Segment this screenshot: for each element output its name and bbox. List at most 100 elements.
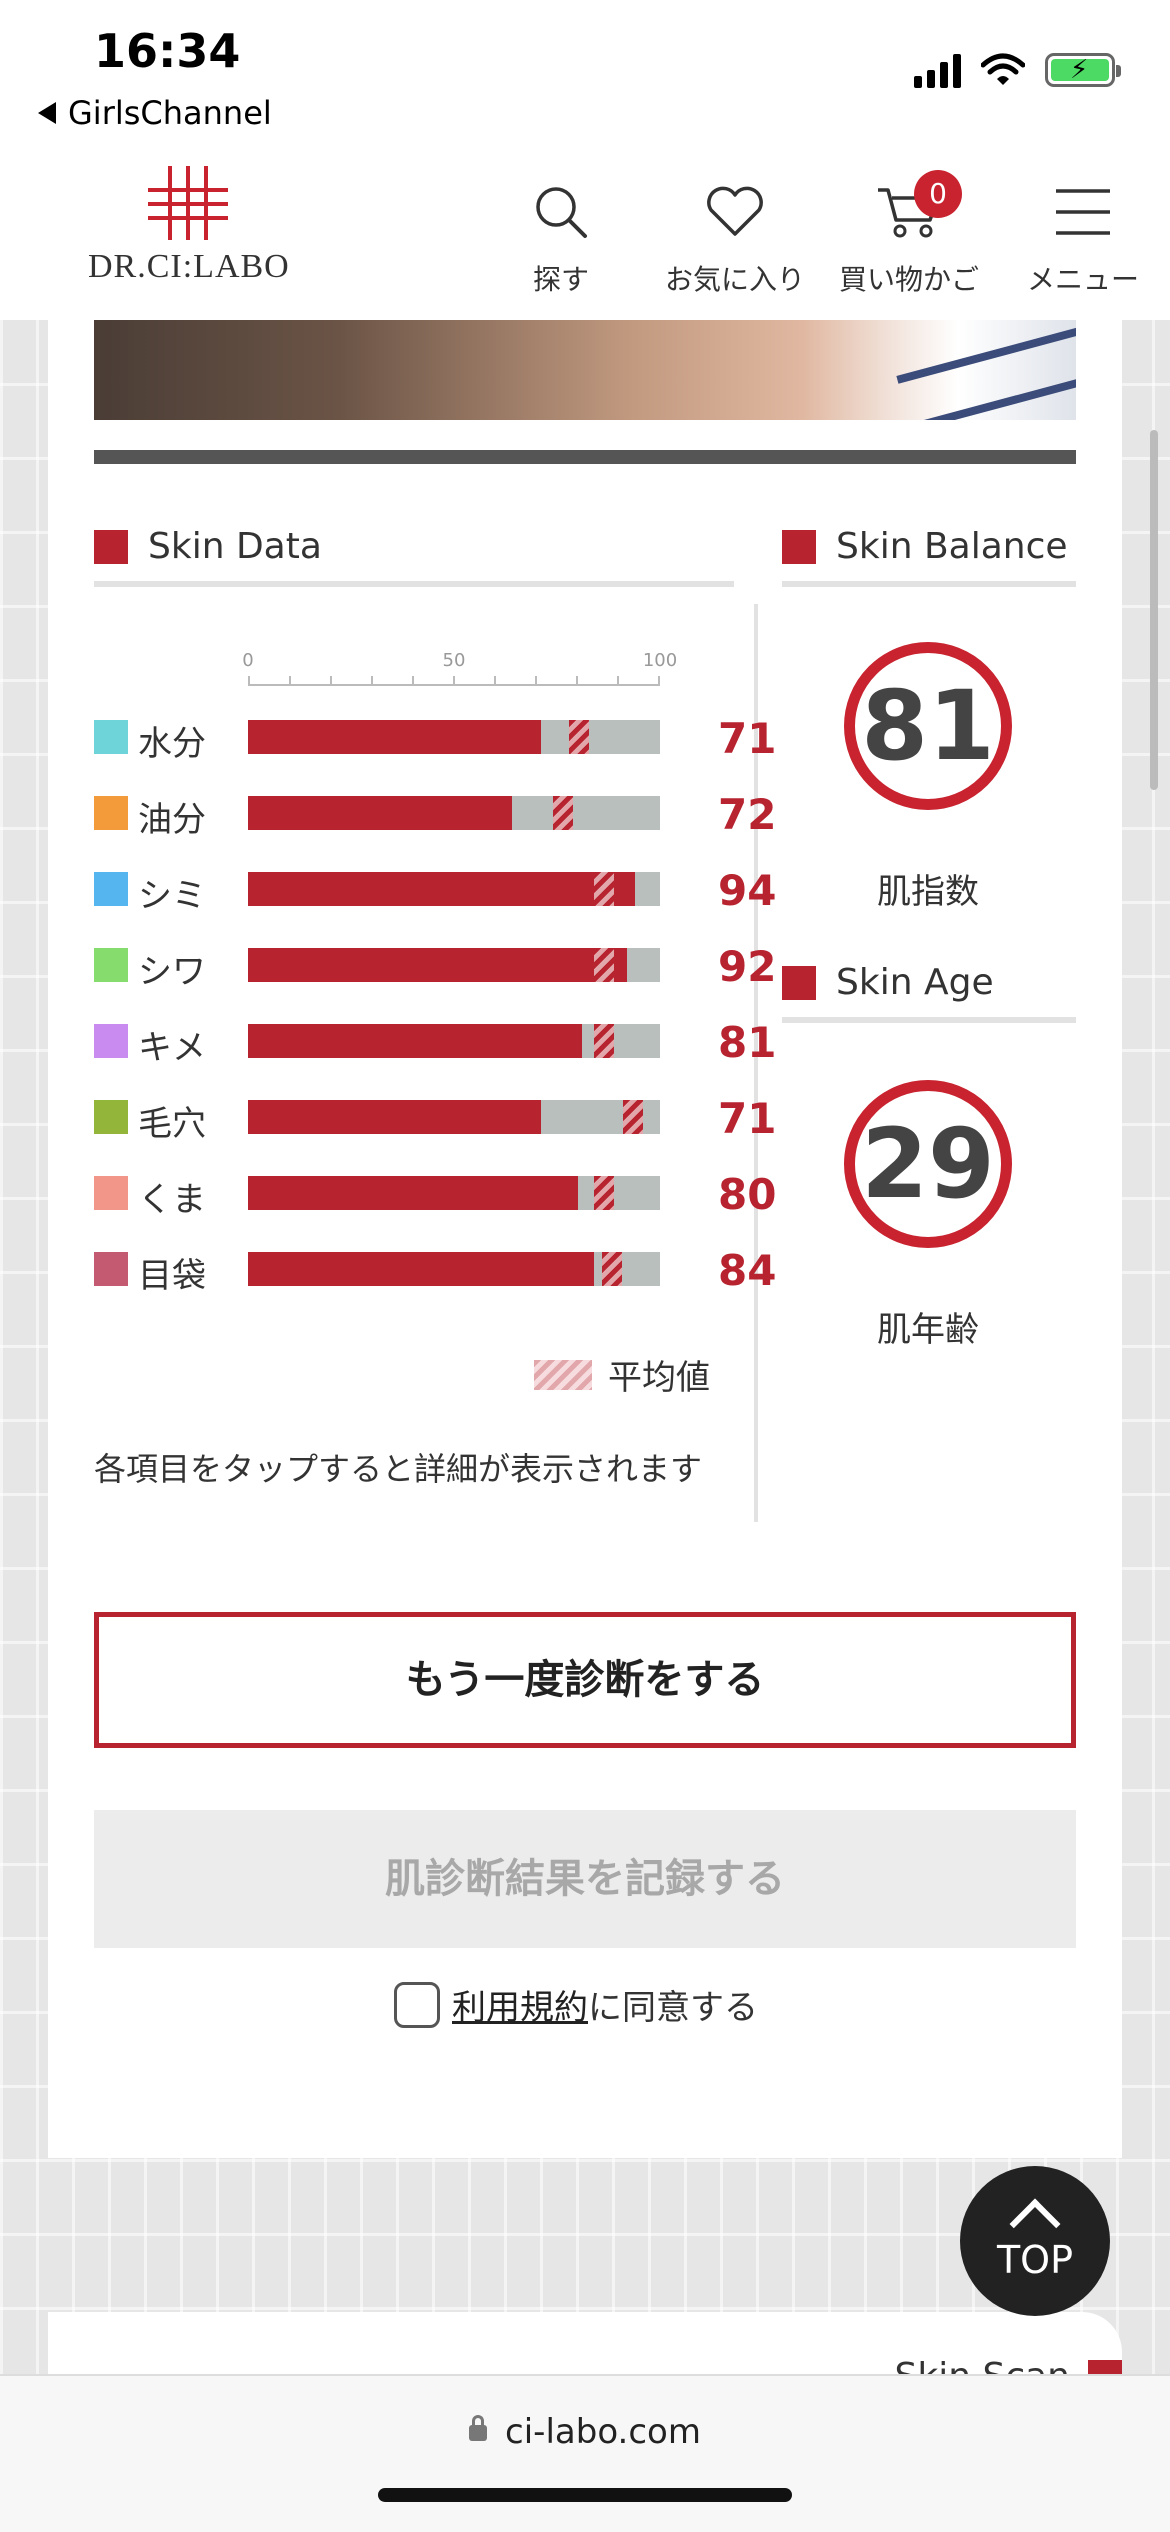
metric-row[interactable]: 毛穴 71 (94, 1094, 776, 1144)
terms-agreement: 利用規約に同意する (394, 1980, 758, 2029)
nav-menu[interactable]: メニュー (996, 178, 1170, 298)
metric-score-bar (248, 872, 636, 906)
average-legend-swatch (534, 1359, 592, 1390)
skin-balance-heading: Skin Balance (782, 526, 1076, 587)
scale-tick-label: 0 (242, 650, 254, 671)
metric-score-bar (248, 796, 512, 830)
metric-bar-track (248, 720, 660, 754)
metric-value: 92 (718, 942, 777, 991)
metric-value: 94 (718, 866, 777, 915)
nav-cart-label: 買い物かご (838, 263, 979, 296)
nav-search[interactable]: 探す (474, 178, 648, 298)
terms-link[interactable]: 利用規約 (452, 1988, 588, 2028)
skin-balance-score: 81 (844, 642, 1012, 810)
metric-label: 毛穴 (138, 1104, 206, 1144)
back-to-app-link[interactable]: GirlsChannel (38, 94, 272, 132)
scale-tick-label: 50 (442, 650, 466, 671)
tap-hint-text: 各項目をタップすると詳細が表示されます (94, 1450, 703, 1488)
metric-row[interactable]: シミ 94 (94, 866, 776, 916)
metric-color-swatch (94, 1024, 128, 1058)
logo-text: DR.CI:LABO (88, 248, 290, 285)
metric-row[interactable]: シワ 92 (94, 942, 776, 992)
heading-marker-icon (782, 529, 816, 564)
metric-score-bar (248, 1024, 582, 1058)
metric-row[interactable]: キメ 81 (94, 1018, 776, 1068)
retry-diagnosis-button[interactable]: もう一度診断をする (94, 1612, 1076, 1748)
browser-url-bar[interactable]: ci-labo.com (0, 2374, 1170, 2532)
metric-bar-track (248, 796, 660, 830)
metric-average-marker (569, 720, 590, 754)
nav-search-label: 探す (532, 263, 589, 296)
terms-suffix: に同意する (588, 1988, 758, 2028)
status-time: 16:34 (94, 24, 241, 78)
metric-value: 71 (718, 1094, 777, 1143)
heart-icon (648, 178, 822, 246)
scrollbar[interactable] (1150, 430, 1158, 790)
record-result-button[interactable]: 肌診断結果を記録する (94, 1810, 1076, 1948)
cellular-signal-icon (914, 52, 961, 88)
skin-data-heading: Skin Data (94, 526, 734, 587)
nav-menu-label: メニュー (1026, 263, 1139, 296)
scale-tick-label: 100 (642, 650, 678, 671)
home-indicator[interactable] (378, 2488, 792, 2502)
metric-bar-track (248, 1100, 660, 1134)
lock-icon (469, 2415, 488, 2441)
metric-average-marker (594, 1176, 615, 1210)
metric-average-marker (552, 796, 573, 830)
metric-average-marker (594, 1024, 615, 1058)
header-nav: 探す お気に入り 0 買い物かご メニュー (474, 170, 1170, 298)
metric-bar-track (248, 1252, 660, 1286)
metric-row[interactable]: 水分 71 (94, 714, 776, 764)
skin-age-heading: Skin Age (782, 962, 1076, 1023)
metric-label: 目袋 (138, 1256, 206, 1296)
metric-label: シワ (138, 952, 206, 992)
metric-score-bar (248, 948, 628, 982)
metric-bar-track (248, 1024, 660, 1058)
metric-color-swatch (94, 872, 128, 906)
skin-balance-heading-text: Skin Balance (836, 526, 1068, 567)
metric-row[interactable]: くま 80 (94, 1170, 776, 1220)
skin-data-heading-text: Skin Data (148, 526, 322, 567)
heading-marker-icon (782, 965, 816, 1000)
metric-label: 油分 (138, 800, 206, 840)
metric-label: くま (138, 1180, 206, 1220)
metric-score-bar (248, 1100, 541, 1134)
metric-label: 水分 (138, 724, 206, 764)
url-text: ci-labo.com (505, 2412, 701, 2452)
metric-row[interactable]: 目袋 84 (94, 1246, 776, 1296)
nav-cart[interactable]: 0 買い物かご (822, 170, 996, 298)
metric-bar-track (248, 872, 660, 906)
metric-bar-track (248, 948, 660, 982)
terms-checkbox[interactable] (394, 1981, 440, 2028)
nav-favorites[interactable]: お気に入り (648, 178, 822, 298)
metric-value: 72 (718, 790, 777, 839)
skin-age-label: 肌年齢 (877, 1310, 979, 1350)
search-icon (474, 178, 648, 246)
metric-bar-track (248, 1176, 660, 1210)
metric-value: 71 (718, 714, 777, 763)
skin-age-heading-text: Skin Age (836, 962, 994, 1003)
scroll-to-top-button[interactable]: TOP (960, 2166, 1110, 2316)
diagnosis-result-card: Skin Data Skin Balance 0 50 100 水分 71 油分… (48, 320, 1122, 2158)
metric-average-marker (594, 948, 615, 982)
score-scale: 0 50 100 (242, 650, 677, 690)
metric-average-marker (594, 872, 615, 906)
column-divider (754, 604, 758, 1522)
wifi-icon (981, 53, 1025, 85)
metric-color-swatch (94, 796, 128, 830)
metric-color-swatch (94, 1176, 128, 1210)
brand-logo[interactable]: DR.CI:LABO (88, 166, 290, 286)
metric-color-swatch (94, 1100, 128, 1134)
nav-favorites-label: お気に入り (664, 263, 805, 296)
metric-score-bar (248, 720, 541, 754)
average-legend-label: 平均値 (608, 1358, 710, 1398)
heading-marker-icon (94, 529, 128, 564)
skin-balance-label: 肌指数 (877, 872, 979, 912)
metric-color-swatch (94, 1252, 128, 1286)
metric-label: キメ (138, 1028, 206, 1068)
battery-icon: ⚡ (1045, 53, 1121, 87)
metric-score-bar (248, 1252, 595, 1286)
menu-icon (996, 178, 1170, 246)
metric-average-marker (602, 1252, 623, 1286)
metric-row[interactable]: 油分 72 (94, 790, 776, 840)
